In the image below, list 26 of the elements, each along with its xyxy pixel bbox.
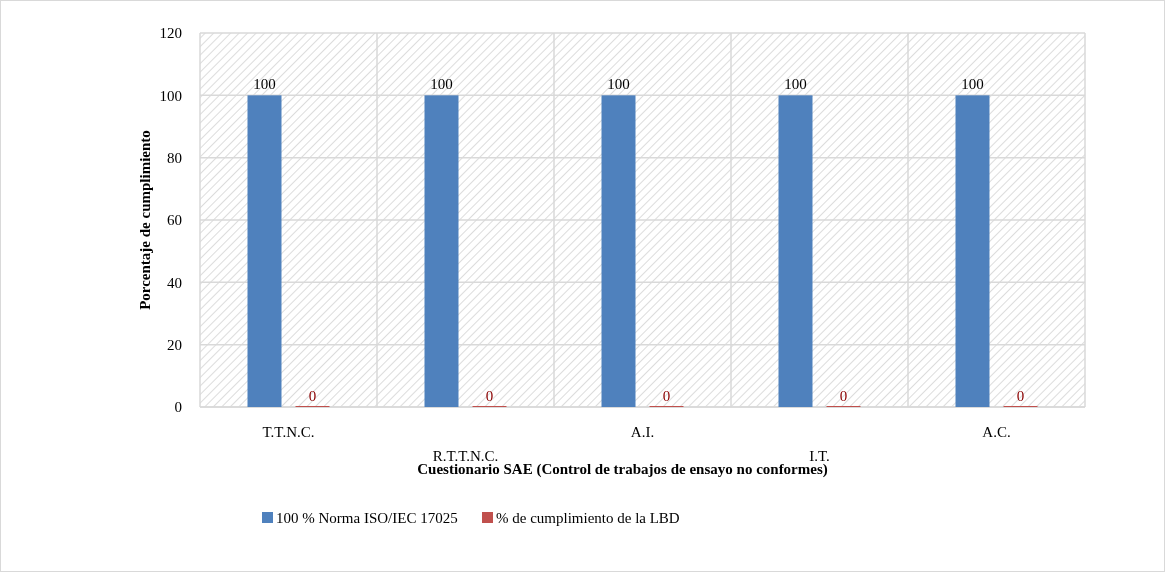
x-tick-label: A.C. [982,424,1011,440]
y-tick-label: 40 [167,274,182,291]
y-axis-title: Porcentaje de cumplimiento [137,130,153,310]
data-label: 100 [784,76,807,93]
data-label: 0 [662,388,671,404]
y-tick-label: 120 [159,25,182,42]
x-tick-label: R.T.T.N.C. [432,448,499,464]
data-label: 100 [430,76,453,93]
y-tick-label: 20 [167,336,182,353]
x-axis-title: Cuestionario SAE (Control de trabajos de ensayo no conformes) [417,461,828,478]
data-label: 0 [485,388,494,404]
y-tick-label: 80 [167,149,182,166]
data-label: 100 [253,76,276,93]
y-tick-label: 0 [174,399,182,416]
y-tick-label: 60 [167,212,182,229]
legend-label: % de cumplimiento de la LBD [496,510,680,527]
legend-label: 100 % Norma ISO/IEC 17025 [276,510,458,527]
y-tick-label: 100 [159,87,182,104]
data-label: 0 [1016,388,1025,404]
data-label: 100 [961,76,984,93]
x-tick-label: A.I. [630,424,655,440]
data-label: 0 [308,388,317,404]
x-tick-label: I.T. [809,448,830,464]
data-label: 100 [607,76,630,93]
data-label: 0 [839,388,848,404]
x-tick-label: T.T.N.C. [262,424,315,440]
